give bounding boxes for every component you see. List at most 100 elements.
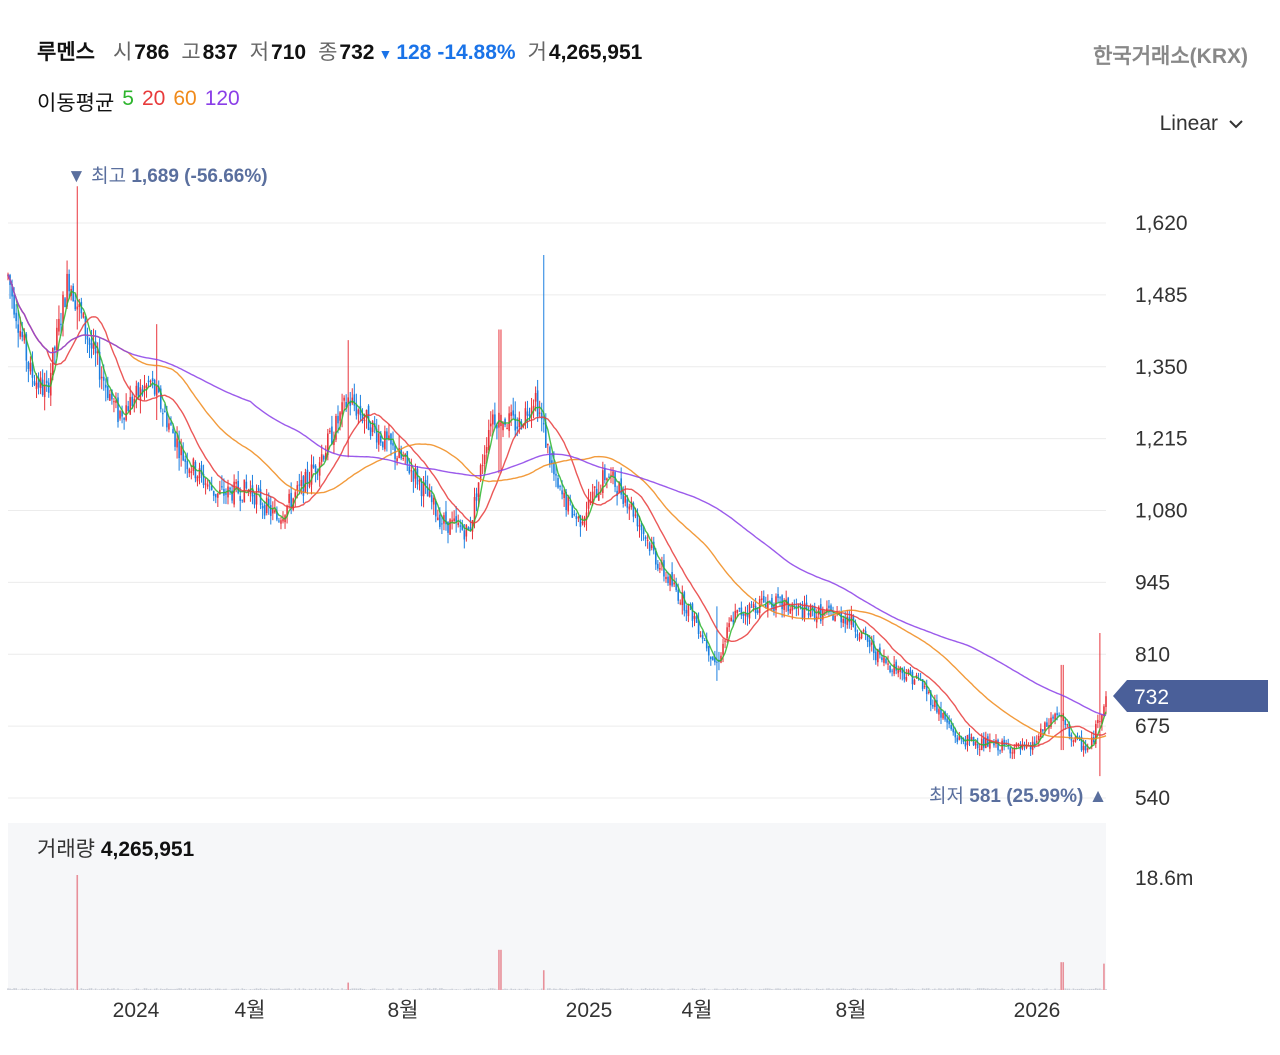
volume-panel-title: 거래량 — [37, 838, 95, 861]
candle-body — [388, 435, 390, 440]
volume-bar — [371, 988, 374, 990]
volume-bar — [604, 988, 606, 990]
change-value: 128 — [396, 41, 432, 64]
volume-bar — [1072, 988, 1075, 990]
volume-bar — [451, 988, 453, 990]
candle-body — [272, 509, 274, 514]
volume-bar — [707, 989, 710, 990]
volume-bar — [1013, 989, 1016, 990]
volume-bar — [917, 989, 920, 990]
volume-bar — [1088, 988, 1091, 990]
volume-bar — [938, 988, 940, 990]
volume-bar — [190, 989, 193, 990]
candle-body — [927, 691, 930, 694]
volume-bar — [149, 988, 152, 990]
volume-bar — [714, 988, 716, 990]
volume-bar — [217, 988, 219, 990]
volume-bar — [284, 988, 286, 990]
volume-bar — [115, 989, 117, 990]
volume-bar — [426, 988, 429, 990]
candle-body — [624, 495, 627, 503]
candle-body — [190, 471, 193, 473]
candle-body — [679, 602, 682, 604]
ma-60[interactable]: 60 — [173, 87, 197, 110]
volume-bar — [439, 988, 441, 990]
volume-bar — [1042, 989, 1044, 990]
candle-body — [1009, 747, 1012, 754]
volume-bar — [624, 989, 627, 990]
volume-bar — [913, 988, 916, 990]
volume-bar — [995, 988, 997, 990]
candle-body — [940, 709, 942, 718]
volume-bar — [960, 988, 963, 990]
candle-body — [416, 468, 419, 485]
candle-body — [736, 609, 739, 613]
volume-bar — [245, 989, 248, 990]
volume-bar — [846, 989, 849, 990]
volume-bar — [11, 989, 13, 990]
volume-bar — [469, 988, 472, 990]
candle-body — [13, 294, 15, 315]
volume-bar — [310, 988, 313, 990]
volume-bar — [406, 988, 409, 990]
candle-body — [308, 481, 311, 487]
volume-bar — [540, 988, 543, 990]
volume-bar — [616, 989, 618, 990]
volume-bar — [111, 988, 113, 990]
volume-bar — [31, 989, 34, 990]
ma-20[interactable]: 20 — [141, 87, 166, 110]
volume-bar — [879, 988, 881, 990]
candle-body — [595, 488, 598, 498]
volume-bar — [610, 989, 612, 990]
ma-5[interactable]: 5 — [122, 87, 134, 110]
volume-bar — [261, 989, 264, 990]
candle-body — [563, 492, 565, 499]
volume-bar — [119, 989, 121, 990]
volume-bar — [241, 988, 244, 990]
candle-body — [111, 389, 113, 400]
volume-bar — [498, 949, 500, 990]
volume-bar — [80, 988, 83, 990]
candle-body — [538, 412, 541, 414]
volume-bar — [795, 988, 798, 990]
low-prefix: 최저 — [929, 785, 969, 807]
volume-bar — [736, 988, 739, 990]
volume-bar — [595, 988, 598, 990]
candle-body — [697, 619, 700, 635]
volume-bar — [424, 989, 427, 990]
volume-bar — [1103, 963, 1105, 990]
scale-selector[interactable]: Linear — [1160, 112, 1244, 136]
volume-bar — [290, 989, 292, 990]
volume-bar — [412, 989, 415, 990]
candle-body — [1052, 716, 1054, 719]
candle-body — [337, 415, 339, 424]
volume-bar — [1099, 988, 1101, 990]
candle-body — [82, 313, 85, 318]
candle-body — [771, 597, 773, 608]
candle-body — [121, 411, 123, 417]
candle-body — [361, 414, 364, 422]
candle-body — [459, 525, 462, 527]
volume-bar — [82, 988, 85, 990]
low-label: 저 — [249, 41, 270, 64]
ma-120[interactable]: 120 — [204, 87, 240, 110]
candle-body — [703, 639, 706, 641]
volume-bar — [921, 988, 924, 990]
volume-bar — [950, 988, 952, 990]
candle-body — [467, 527, 470, 530]
volume-bar — [875, 988, 877, 990]
candle-body — [1062, 713, 1065, 722]
candle-body — [188, 469, 191, 474]
volume-bar — [738, 989, 741, 990]
volume-bar — [170, 988, 172, 990]
volume-bar — [720, 989, 722, 990]
volume-bar — [911, 988, 914, 990]
volume-bar — [599, 988, 602, 990]
candle-body — [68, 273, 70, 292]
volume-bar — [589, 989, 592, 990]
candle-body — [465, 524, 468, 537]
candle-body — [178, 441, 180, 459]
candle-body — [377, 433, 380, 445]
volume-bar — [663, 989, 665, 990]
